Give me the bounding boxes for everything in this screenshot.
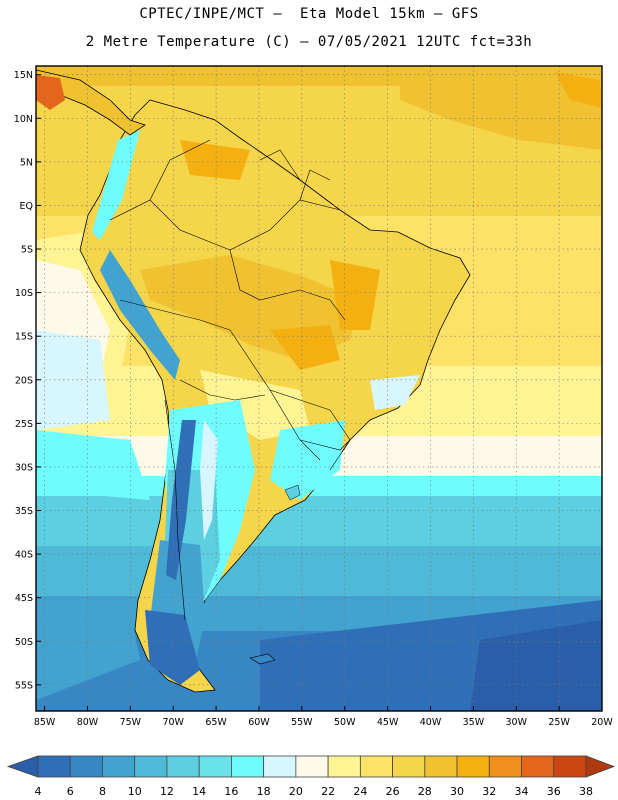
colorbar-label: 22 (321, 785, 335, 798)
lon-tick-label: 35W (463, 717, 485, 728)
title-line-2: 2 Metre Temperature (C) – 07/05/2021 12U… (85, 34, 533, 50)
lat-tick-label: 40S (15, 550, 33, 561)
colorbar-label: 12 (160, 785, 174, 798)
colorbar-swatch (198, 755, 232, 778)
lat-tick-label: 25S (15, 419, 33, 430)
lat-tick-label: 10S (15, 288, 33, 299)
lat-tick-label: 15N (14, 70, 33, 81)
colorbar-label: 32 (482, 785, 496, 798)
colorbar-label: 18 (257, 785, 271, 798)
colorbar-right-arrow (585, 755, 616, 778)
colorbar-swatch (69, 755, 103, 778)
lon-tick-label: 75W (120, 717, 142, 728)
country-borders (109, 139, 351, 621)
lon-tick-label: 45W (377, 717, 399, 728)
lon-tick-label: 50W (334, 717, 356, 728)
lat-tick-label: 30S (15, 462, 33, 473)
colorbar-left-arrow (6, 755, 39, 778)
colorbar-swatch (424, 755, 458, 778)
lat-tick-label: 15S (15, 332, 33, 343)
colorbar-swatch (295, 755, 329, 778)
map-frame (35, 65, 603, 712)
colorbar-label: 36 (547, 785, 561, 798)
colorbar-label: 30 (450, 785, 464, 798)
lon-tick-label: 25W (548, 717, 570, 728)
colorbar-swatch (102, 755, 136, 778)
lon-tick-label: 70W (162, 717, 184, 728)
map-field (36, 66, 602, 711)
colorbar-swatch (488, 755, 522, 778)
map-axes: 15N 10N 5N EQ 5S 10S 15S 20S 25S 30S 35S 40S 45S 50S 5… (14, 70, 614, 728)
colorbar-swatch (134, 755, 168, 778)
lon-tick-label: 65W (205, 717, 227, 728)
lat-tick-label: 55S (15, 680, 33, 691)
colorbar-label: 20 (289, 785, 303, 798)
colorbar: 4 6 8 10 12 14 16 18 20 22 24 26 28 30 32 34 36 38 (6, 755, 616, 798)
colorbar-swatch (359, 755, 393, 778)
colorbar-label: 24 (353, 785, 367, 798)
lon-tick-label: 30W (506, 717, 528, 728)
colorbar-swatch (456, 755, 490, 778)
lon-tick-label: 20W (591, 717, 613, 728)
colorbar-swatch (263, 755, 297, 778)
colorbar-swatch (327, 755, 361, 778)
colorbar-label: 38 (579, 785, 593, 798)
lat-tick-label: 50S (15, 637, 33, 648)
lat-tick-label: 35S (15, 506, 33, 517)
lat-tick-label: 10N (14, 114, 33, 125)
colorbar-label: 16 (224, 785, 238, 798)
colorbar-label: 14 (192, 785, 206, 798)
title-line-1: CPTEC/INPE/MCT – Eta Model 15km – GFS (139, 6, 479, 22)
lat-tick-label: 20S (15, 375, 33, 386)
colorbar-swatch (166, 755, 200, 778)
lon-tick-label: 55W (291, 717, 313, 728)
colorbar-swatch (231, 755, 265, 778)
colorbar-label: 34 (515, 785, 529, 798)
lon-tick-label: 40W (420, 717, 442, 728)
colorbar-label: 26 (386, 785, 400, 798)
lon-tick-label: 60W (248, 717, 270, 728)
colorbar-label: 28 (418, 785, 432, 798)
colorbar-swatch (553, 755, 587, 778)
lat-tick-label: 5S (21, 245, 33, 256)
lon-tick-label: 85W (34, 717, 56, 728)
lat-tick-label: EQ (20, 201, 33, 212)
lon-tick-label: 80W (77, 717, 99, 728)
colorbar-label: 4 (35, 785, 42, 798)
colorbar-label: 10 (128, 785, 142, 798)
lat-tick-label: 5N (20, 157, 33, 168)
colorbar-label: 6 (67, 785, 74, 798)
colorbar-label: 8 (99, 785, 106, 798)
lat-tick-label: 45S (15, 593, 33, 604)
colorbar-swatch (521, 755, 555, 778)
colorbar-swatch (392, 755, 426, 778)
colorbar-swatch (37, 755, 71, 778)
